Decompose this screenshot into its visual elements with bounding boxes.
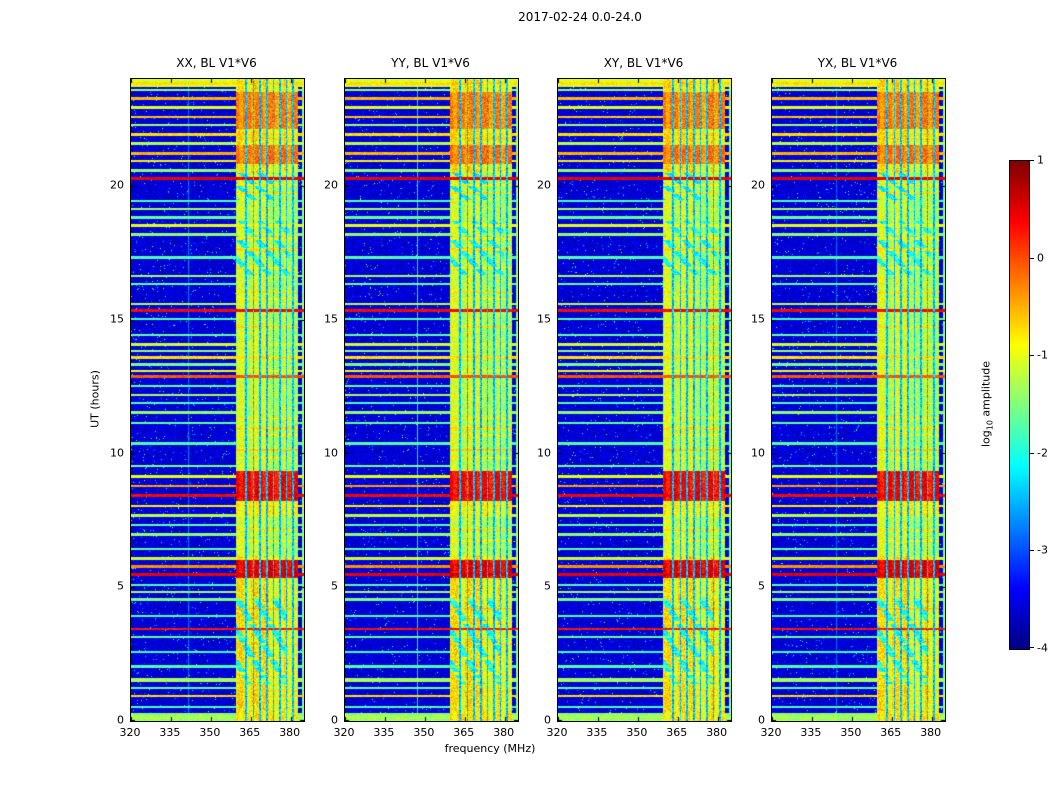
x-tick-label: 365 — [666, 726, 688, 739]
y-tick-label: 10 — [751, 446, 765, 459]
x-tick-label: 350 — [840, 726, 862, 739]
panel-title-xy: XY, BL V1*V6 — [603, 56, 684, 70]
y-tick-label: 5 — [758, 579, 765, 593]
x-tick-label: 335 — [586, 726, 608, 739]
colorbar-tick — [1030, 452, 1034, 454]
x-axis-label: frequency (MHz) — [444, 742, 536, 755]
heatmap-canvas-yy — [344, 78, 519, 722]
colorbar-label-log: log — [979, 430, 993, 448]
y-tick-label: 15 — [324, 312, 338, 326]
x-tick-label: 380 — [493, 726, 515, 739]
colorbar-tick-label: -3 — [1037, 543, 1048, 557]
x-tick-label: 320 — [333, 726, 355, 739]
panel-xy: XY, BL V1*V6 320 335 350 365 380 0 5 10 15 20 — [537, 56, 732, 739]
x-tick-label: 320 — [546, 726, 568, 739]
colorbar-label-sub: 10 — [985, 420, 995, 431]
panel-title-yy: YY, BL V1*V6 — [391, 56, 470, 70]
panel-xx: XX, BL V1*V6 320 335 350 365 380 0 5 10 15 20 — [110, 56, 305, 739]
x-tick-label: 380 — [279, 726, 301, 739]
y-tick-label: 20 — [110, 178, 124, 192]
y-tick-label: 10 — [324, 446, 338, 459]
x-tick-label: 380 — [920, 726, 942, 739]
heatmap-canvas-xx — [130, 78, 305, 722]
y-tick-label: 15 — [537, 312, 551, 326]
x-tick-label: 380 — [706, 726, 728, 739]
y-tick-label: 0 — [758, 713, 765, 727]
colorbar-tick — [1030, 257, 1034, 259]
colorbar-tick — [1030, 647, 1034, 648]
y-tick-label: 15 — [751, 312, 765, 326]
y-tick-label: 5 — [331, 579, 338, 593]
colorbar-label: log10 amplitude — [979, 361, 994, 447]
heatmap-canvas-yx — [771, 78, 946, 722]
colorbar-tick-label: 0 — [1037, 251, 1044, 265]
x-tick-label: 335 — [159, 726, 181, 739]
x-tick-label: 365 — [453, 726, 475, 739]
y-tick-label: 10 — [110, 446, 124, 459]
x-tick-label: 365 — [239, 726, 261, 739]
y-tick-label: 0 — [331, 713, 338, 727]
x-tick-label: 350 — [626, 726, 648, 739]
y-tick-label: 10 — [537, 446, 551, 459]
panel-title-yx: YX, BL V1*V6 — [817, 56, 898, 70]
x-tick-label: 320 — [760, 726, 782, 739]
y-tick-label: 20 — [751, 178, 765, 192]
colorbar-tick — [1030, 550, 1034, 552]
y-tick-label: 0 — [544, 713, 551, 727]
y-tick-label: 5 — [544, 579, 551, 593]
y-tick-label: 20 — [537, 178, 551, 192]
x-tick-label: 320 — [119, 726, 141, 739]
y-axis-label: UT (hours) — [88, 370, 102, 428]
colorbar-tick — [1030, 355, 1034, 357]
panel-yy: YY, BL V1*V6 320 335 350 365 380 0 5 10 15 20 — [324, 56, 519, 739]
colorbar-tick-label: -4 — [1037, 641, 1048, 655]
colorbar-tick — [1030, 160, 1034, 161]
panel-yx: YX, BL V1*V6 320 335 350 365 380 0 5 10 15 20 — [751, 56, 946, 739]
panel-title-xx: XX, BL V1*V6 — [176, 56, 257, 70]
heatmap-canvas-xy — [557, 78, 732, 722]
colorbar-gradient-canvas — [1009, 160, 1030, 650]
colorbar: log10 amplitude 1 0 -1 -2 -3 -4 — [979, 154, 1048, 655]
x-tick-label: 350 — [199, 726, 221, 739]
figure-title: 2017-02-24 0.0-24.0 — [518, 10, 642, 24]
x-tick-label: 335 — [800, 726, 822, 739]
y-tick-label: 5 — [117, 579, 124, 593]
x-tick-label: 335 — [373, 726, 395, 739]
y-tick-label: 0 — [117, 713, 124, 727]
x-tick-label: 365 — [880, 726, 902, 739]
colorbar-label-rest: amplitude — [979, 360, 993, 421]
y-tick-label: 15 — [110, 312, 124, 326]
colorbar-tick-label: -2 — [1037, 446, 1048, 460]
y-tick-label: 20 — [324, 178, 338, 192]
colorbar-tick-label: -1 — [1037, 348, 1048, 362]
x-tick-label: 350 — [413, 726, 435, 739]
colorbar-tick-label: 1 — [1037, 153, 1044, 167]
